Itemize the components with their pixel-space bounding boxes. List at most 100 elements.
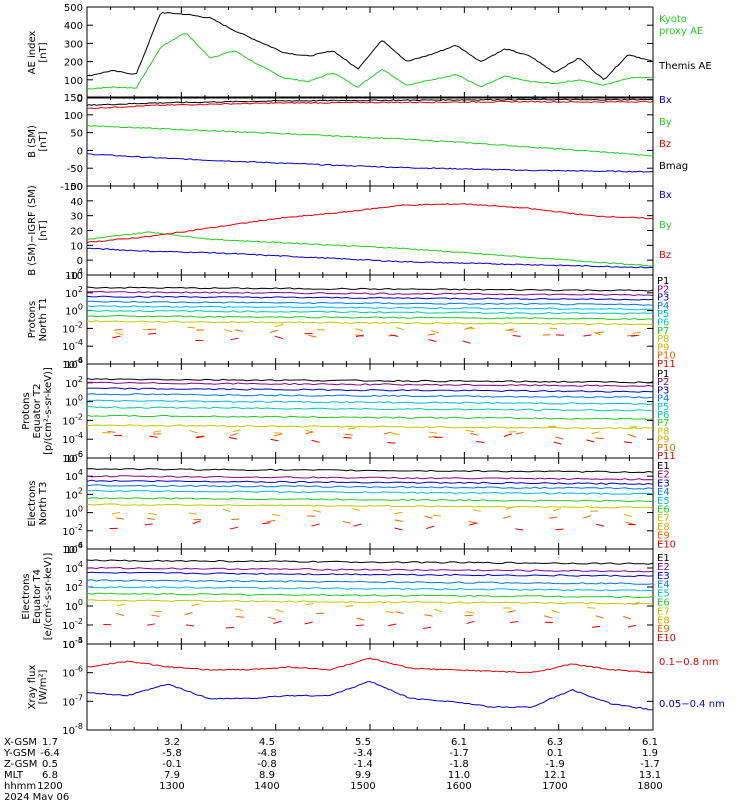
series-segment-p9 (395, 327, 405, 331)
y-tick-label: 30 (70, 212, 83, 223)
series-segment-p10 (595, 437, 604, 440)
legend-entry: E5 (657, 589, 670, 600)
series-line-e2 (86, 566, 654, 573)
legend-entry: By (659, 117, 672, 128)
series-line-e2 (86, 475, 654, 481)
x-axis-value: -1.8 (449, 759, 469, 770)
legend-entry: E9 (657, 531, 670, 542)
series-segment-e10 (147, 623, 156, 626)
legend-entry: P6 (657, 410, 669, 421)
series-segment-p9 (232, 429, 241, 433)
series-line-e1 (86, 559, 654, 565)
y-tick-label: 104 (65, 468, 83, 483)
y-axis-label-line: B (SM) (27, 125, 38, 158)
series-segment-e8 (623, 514, 633, 517)
series-segment-p11 (149, 435, 158, 438)
series-segment-p9 (347, 427, 356, 430)
series-segment-p10 (113, 328, 123, 331)
x-axis-row-name: hhmm (4, 781, 36, 792)
y-tick-label: 10 (70, 241, 83, 252)
series-line-p7 (86, 414, 654, 421)
series-segment-p11 (228, 436, 238, 440)
legend-entry: E1 (657, 553, 670, 564)
series-line-p6 (86, 309, 654, 315)
series-segment-e9 (115, 517, 124, 520)
x-axis-value: 5.5 (355, 737, 371, 748)
x-axis-value: -4.8 (257, 748, 277, 759)
series-segment-p11 (195, 436, 204, 439)
y-axis-label: B (SM) [nT] (27, 125, 49, 158)
y-tick-label: 100 (65, 303, 83, 318)
y-axis-label-line: Protons (21, 392, 32, 429)
y-tick-label: 50 (70, 182, 83, 193)
series-segment-p11 (462, 340, 471, 344)
x-axis-value: 1200 (37, 781, 62, 792)
series-segment-e10 (595, 523, 605, 527)
legend-entry: E3 (657, 571, 670, 582)
series-segment-p11 (274, 335, 284, 340)
series-line-p2 (86, 381, 654, 387)
y-axis-label-line: North T1 (38, 298, 49, 342)
series-segment-e8 (188, 512, 197, 515)
series-segment-e10 (426, 525, 435, 530)
series-line-e7 (86, 599, 654, 605)
x-axis-value: 11.0 (448, 770, 470, 781)
x-axis-row-name: MLT (4, 770, 24, 781)
series-line-bx (86, 247, 654, 269)
legend-entry: P4 (657, 301, 669, 312)
series-line-e4 (86, 579, 654, 585)
y-tick-label: 10-4 (62, 338, 83, 353)
series-segment-p9 (275, 323, 284, 328)
legend-entry: Kyoto (659, 14, 687, 25)
legend-entry: Bmag (659, 161, 688, 172)
x-axis-value: 3.2 (164, 737, 180, 748)
series-line-p4 (86, 393, 654, 399)
series-segment-p10 (229, 432, 239, 437)
series-line-by (86, 124, 654, 157)
x-axis-table: X-GSM 1.7 3.2 4.5 5.5 6.1 6.3 6.1Y-GSM -6.4 -5.8-… (3, 737, 663, 800)
legend-entry: P11 (657, 359, 676, 370)
y-axis-label: Protons North T1 (27, 298, 49, 342)
series-segment-e10 (394, 527, 403, 531)
series-line-p2 (86, 290, 654, 297)
x-axis-value: 0.1 (547, 748, 563, 759)
series-segment-e9 (151, 614, 160, 617)
legend-entry: E4 (657, 580, 670, 591)
series-segment-e8 (271, 513, 280, 517)
legend-entry: E2 (657, 562, 670, 573)
y-tick-label: 50 (70, 129, 83, 140)
y-tick-label: 500 (64, 3, 83, 14)
series-segment-p10 (107, 431, 116, 433)
x-axis-value: 1500 (350, 781, 375, 792)
panel-xray: 10-8 10-7 10-6 10-5 Xray flux [W/m²] 0.1−0.8 n… (27, 636, 725, 737)
series-segment-p11 (503, 433, 513, 437)
x-axis-value: 1300 (159, 781, 184, 792)
series-segment-p11 (553, 441, 562, 445)
legend-entry: E8 (657, 615, 670, 626)
y-tick-label: 10-4 (62, 431, 83, 446)
series-line-e6 (86, 592, 654, 599)
series-segment-p9 (274, 432, 283, 434)
series-segment-p10 (515, 431, 524, 435)
legend-entry: P2 (657, 284, 669, 295)
y-tick-label: -10 (67, 271, 83, 282)
series-line-e5 (86, 489, 654, 495)
series-line-p3 (86, 387, 654, 393)
series-line-kyoto (86, 33, 654, 90)
series-segment-p11 (112, 335, 121, 339)
series-segment-p11 (476, 440, 485, 444)
series-segment-p9 (431, 330, 440, 334)
y-tick-label: 10-6 (62, 665, 83, 680)
series-segment-p11 (343, 436, 352, 439)
series-line-0-05-0-4-nm (86, 681, 654, 711)
x-axis-value: -6.4 (40, 748, 60, 759)
legend-entry: P4 (657, 394, 669, 405)
x-axis-value: 7.9 (164, 770, 180, 781)
x-axis-value: 1700 (542, 781, 567, 792)
legend-entry: P7 (657, 418, 669, 429)
series-segment-e10 (627, 624, 637, 628)
y-tick-label: -50 (67, 164, 83, 175)
panel-frame (86, 6, 654, 99)
